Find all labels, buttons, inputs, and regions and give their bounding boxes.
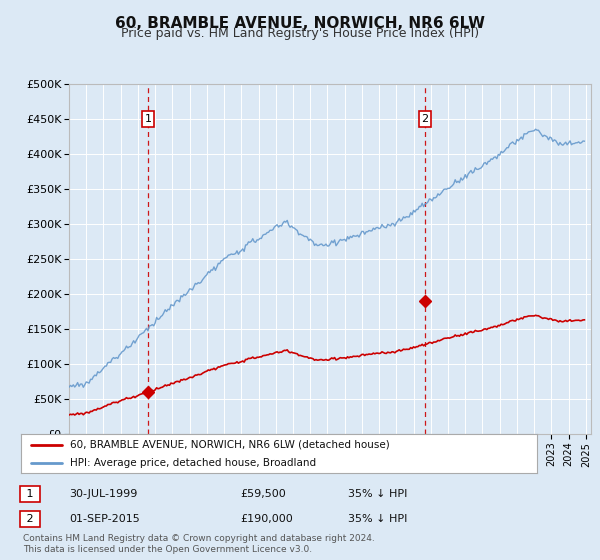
Text: 60, BRAMBLE AVENUE, NORWICH, NR6 6LW: 60, BRAMBLE AVENUE, NORWICH, NR6 6LW [115, 16, 485, 31]
Text: 01-SEP-2015: 01-SEP-2015 [69, 514, 140, 524]
Text: Price paid vs. HM Land Registry's House Price Index (HPI): Price paid vs. HM Land Registry's House … [121, 27, 479, 40]
Text: 1: 1 [23, 489, 37, 499]
Text: 60, BRAMBLE AVENUE, NORWICH, NR6 6LW (detached house): 60, BRAMBLE AVENUE, NORWICH, NR6 6LW (de… [70, 440, 390, 450]
Text: Contains HM Land Registry data © Crown copyright and database right 2024.: Contains HM Land Registry data © Crown c… [23, 534, 374, 543]
Text: This data is licensed under the Open Government Licence v3.0.: This data is licensed under the Open Gov… [23, 545, 312, 554]
Text: 1: 1 [145, 114, 151, 124]
Text: 2: 2 [422, 114, 428, 124]
Text: £190,000: £190,000 [240, 514, 293, 524]
Text: 30-JUL-1999: 30-JUL-1999 [69, 489, 137, 499]
Text: 35% ↓ HPI: 35% ↓ HPI [348, 489, 407, 499]
Text: 35% ↓ HPI: 35% ↓ HPI [348, 514, 407, 524]
Text: £59,500: £59,500 [240, 489, 286, 499]
Text: HPI: Average price, detached house, Broadland: HPI: Average price, detached house, Broa… [70, 458, 316, 468]
Text: 2: 2 [23, 514, 37, 524]
